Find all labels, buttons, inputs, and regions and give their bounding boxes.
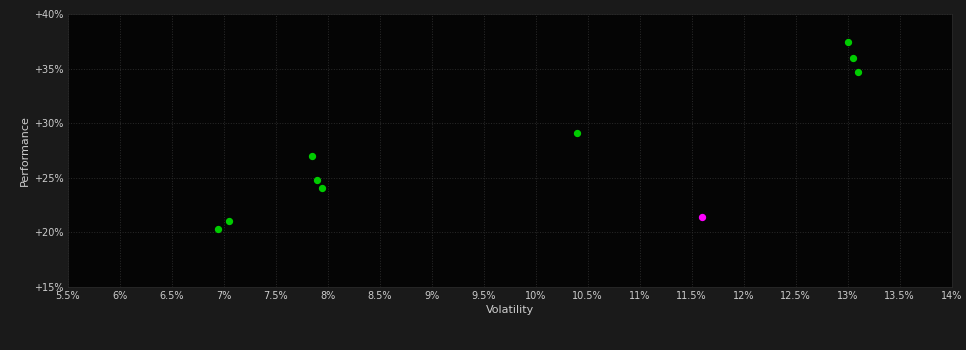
Point [211, 226, 226, 232]
Point [315, 185, 330, 190]
Point [695, 214, 710, 220]
Point [309, 177, 325, 183]
Point [569, 130, 584, 136]
Y-axis label: Performance: Performance [19, 115, 30, 186]
Point [221, 219, 237, 224]
Point [839, 40, 855, 45]
Point [304, 153, 320, 159]
Point [845, 55, 861, 61]
X-axis label: Volatility: Volatility [486, 305, 533, 315]
Point [850, 69, 866, 75]
